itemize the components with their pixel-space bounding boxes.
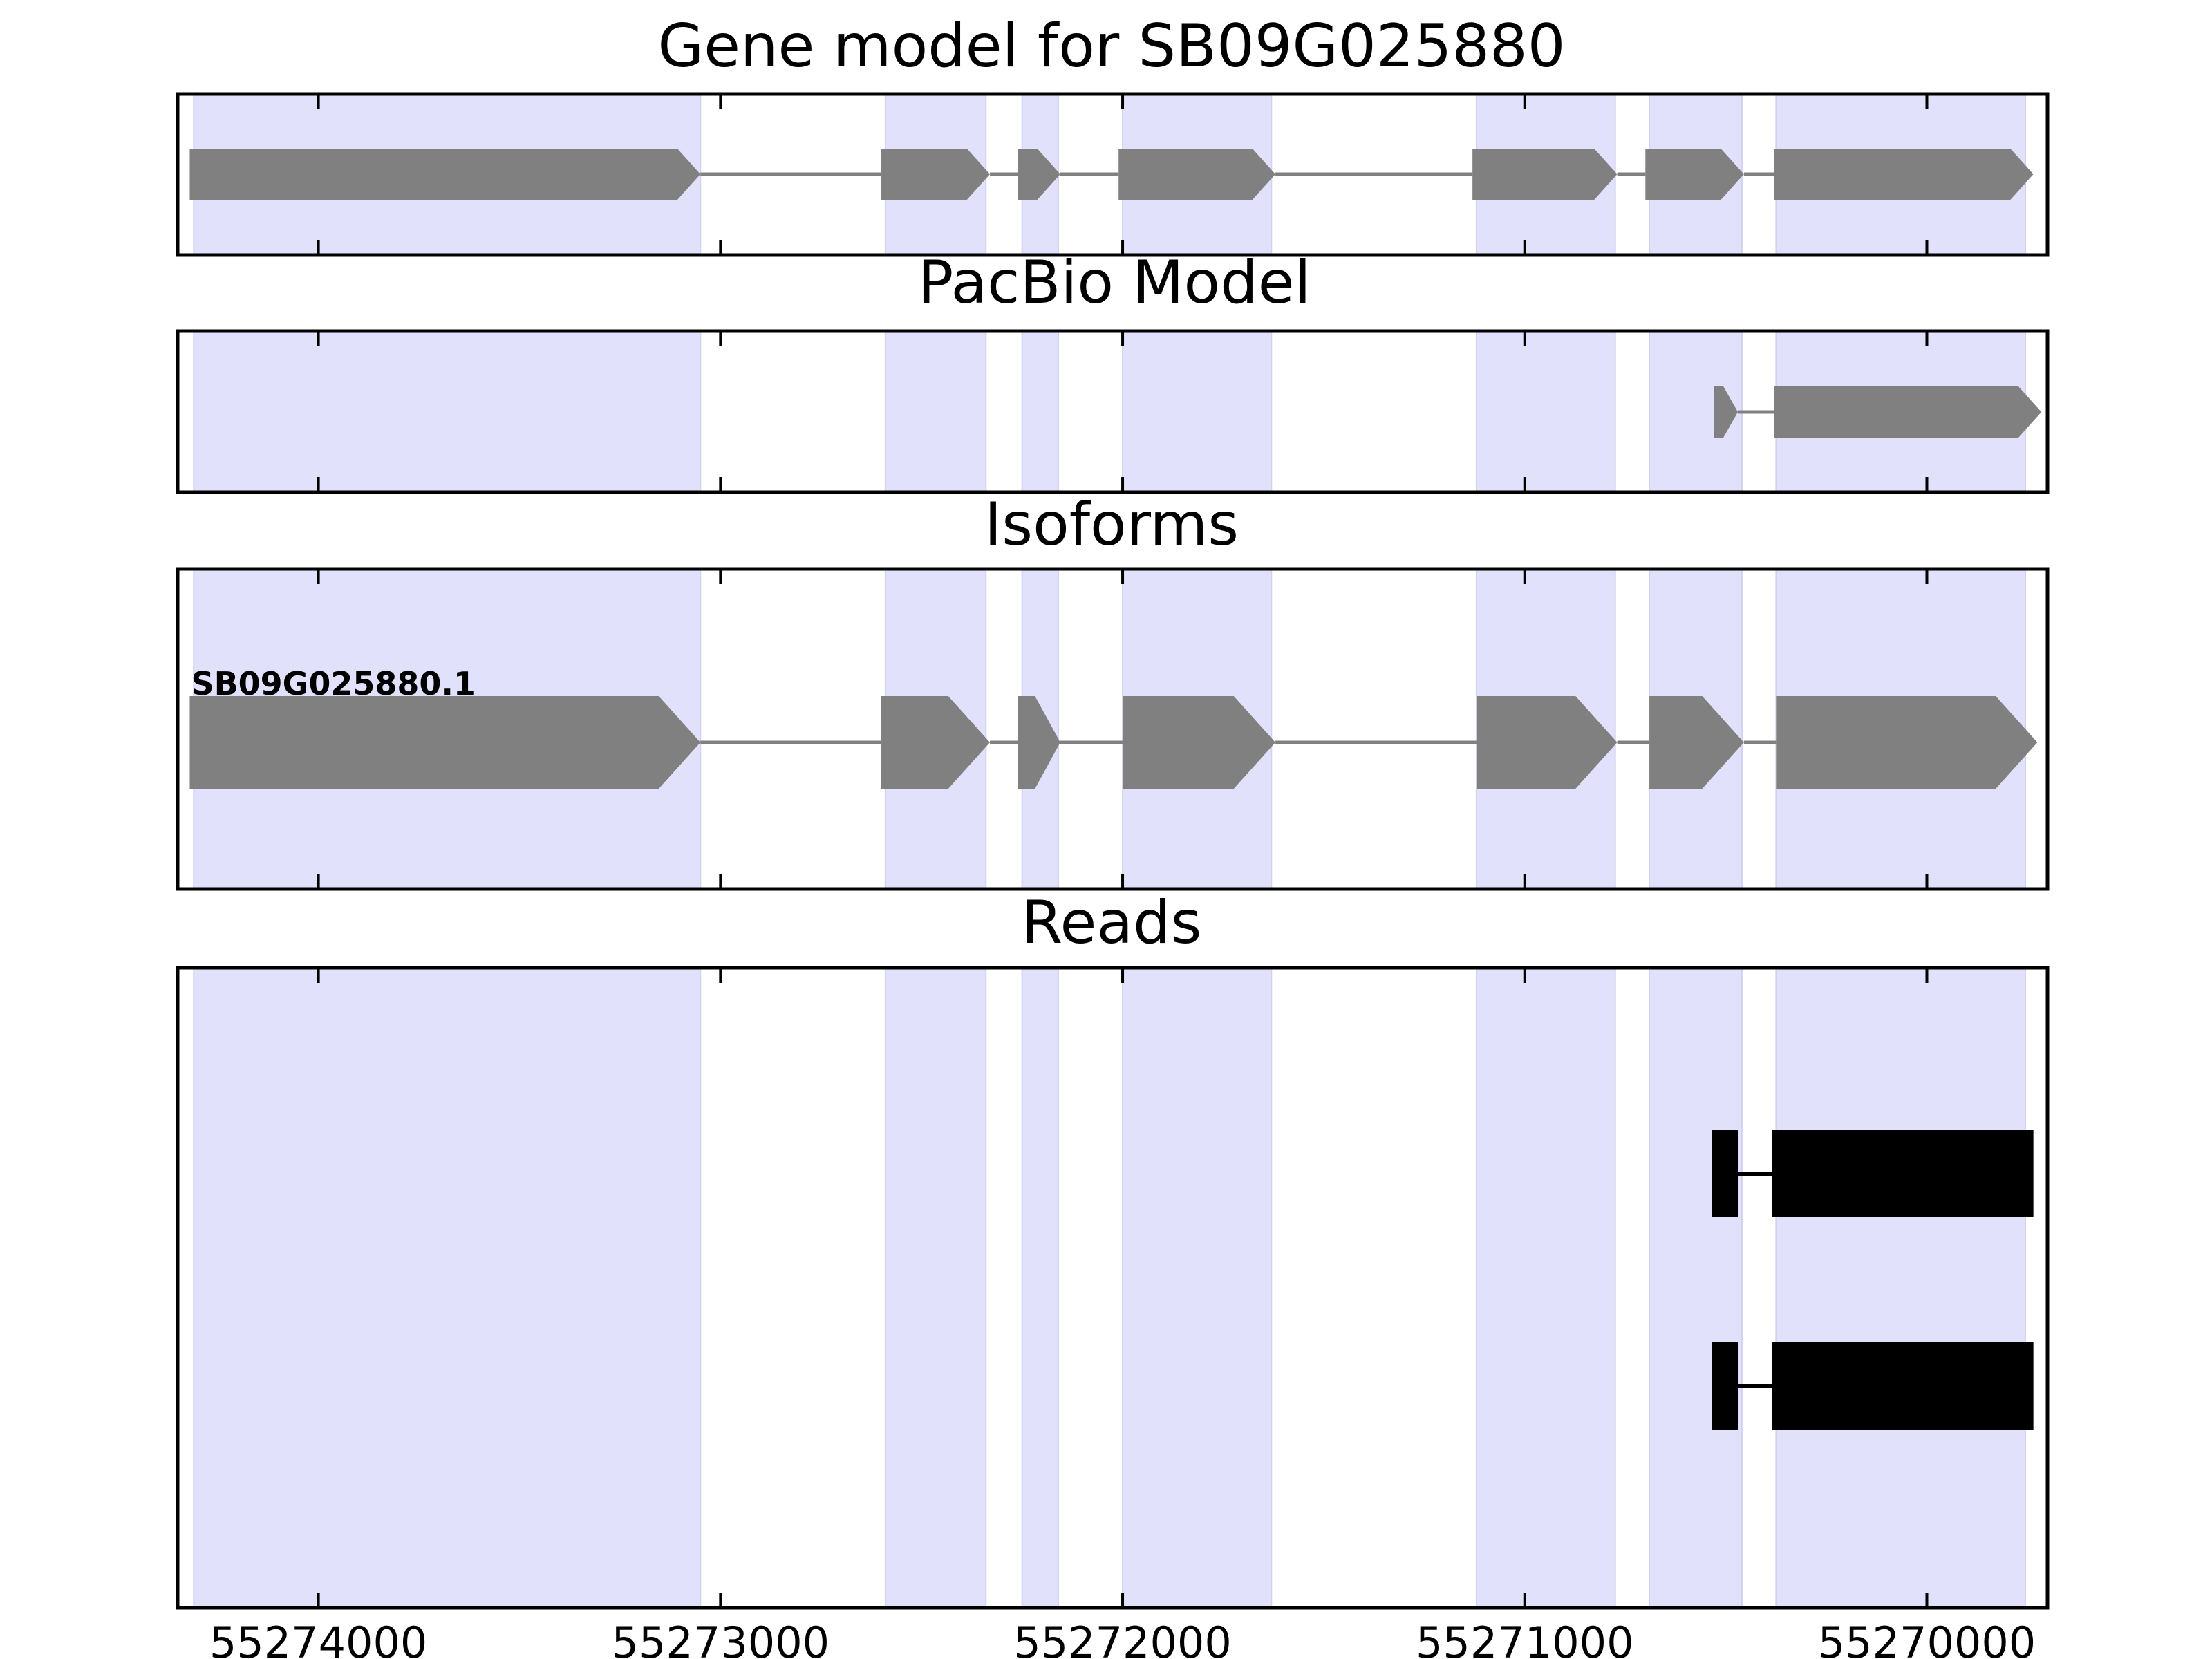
exon-highlight-band	[1775, 967, 2027, 1609]
exon-arrow	[1714, 386, 1738, 438]
exon-arrow	[1776, 696, 2038, 789]
exon-arrow	[1774, 149, 2034, 200]
exon-highlight-band	[1475, 330, 1616, 493]
exon-arrow	[1645, 149, 1744, 200]
exon-arrow	[1018, 149, 1060, 200]
panel-frame	[176, 966, 2050, 1610]
exon-arrow	[881, 696, 991, 789]
read-block	[1772, 1130, 2034, 1217]
x-tick-label: 55271000	[1416, 1618, 1634, 1659]
exon-arrow	[1118, 149, 1276, 200]
exon-arrow	[1018, 696, 1060, 789]
exon-highlight-band	[193, 967, 702, 1609]
isoform-label: SB09G025880.1	[191, 665, 475, 702]
x-tick-label: 55274000	[209, 1618, 428, 1659]
exon-highlight-band	[1021, 330, 1059, 493]
panel-gene-model: Gene model for SB09G025880	[176, 12, 2050, 257]
read-block	[1772, 1342, 2034, 1430]
x-tick-label: 55272000	[1013, 1618, 1232, 1659]
exon-arrow	[1123, 696, 1276, 789]
x-tick-label: 55270000	[1818, 1618, 2036, 1659]
read-block	[1712, 1342, 1738, 1430]
panel-reads: Reads	[176, 888, 2050, 1610]
panel-title-pacbio-model: PacBio Model	[917, 248, 1311, 317]
exon-arrow	[881, 149, 991, 200]
exon-highlight-band	[1649, 967, 1743, 1609]
exon-arrow	[189, 149, 701, 200]
panel-isoforms: Isoforms SB09G025880.1	[176, 490, 2050, 891]
exon-arrow	[1476, 696, 1618, 789]
x-axis-tick-labels: 55274000 55273000 55272000 55271000 55270000	[209, 1618, 2036, 1659]
exon-highlight-band	[1122, 967, 1273, 1609]
exon-highlight-band	[193, 330, 702, 493]
exon-arrow	[1649, 696, 1744, 789]
panel-title-reads: Reads	[1022, 888, 1202, 957]
x-tick-label: 55273000	[612, 1618, 830, 1659]
exon-highlight-band	[1122, 330, 1273, 493]
panel-pacbio-model: PacBio Model	[176, 248, 2050, 494]
read-block	[1712, 1130, 1738, 1217]
panel-frame	[176, 567, 2050, 891]
panel-frame	[176, 329, 2050, 494]
exon-highlight-band	[1021, 967, 1059, 1609]
exon-highlight-band	[884, 330, 987, 493]
panel-title-isoforms: Isoforms	[984, 490, 1239, 559]
exon-arrow	[1774, 386, 2042, 438]
panel-frame	[176, 92, 2050, 257]
exon-highlight-band	[1475, 967, 1616, 1609]
exon-highlight-band	[884, 967, 987, 1609]
exon-arrow	[1472, 149, 1618, 200]
panel-title-gene-model: Gene model for SB09G025880	[658, 12, 1566, 81]
exon-arrow	[189, 696, 701, 789]
